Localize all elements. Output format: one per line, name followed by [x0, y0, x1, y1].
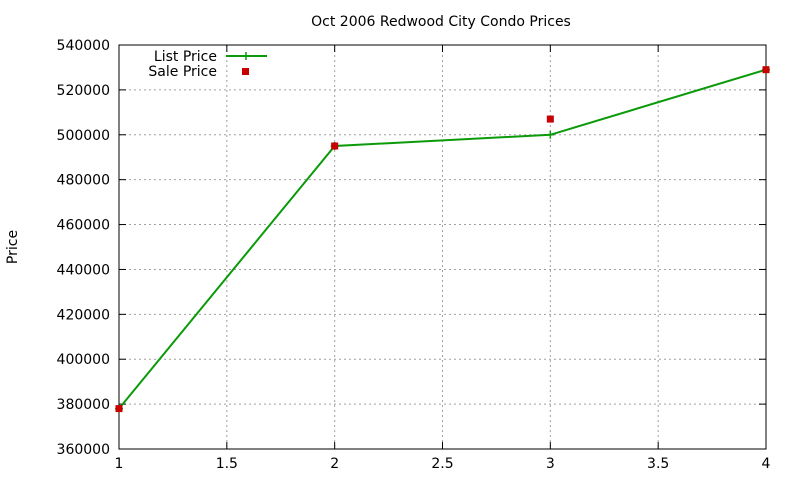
grid — [119, 45, 766, 449]
y-tick-label: 380000 — [57, 397, 110, 413]
x-tick-label: 3 — [546, 456, 555, 472]
y-tick-label: 500000 — [57, 128, 110, 144]
x-tick-label: 1 — [115, 456, 124, 472]
y-tick-label: 540000 — [57, 38, 110, 54]
y-tick-label: 440000 — [57, 262, 110, 278]
legend-marker-sale-price — [242, 68, 249, 75]
data-point-sale-price — [762, 66, 770, 74]
x-tick-label: 2 — [330, 456, 339, 472]
y-axis-label: Price — [5, 230, 21, 264]
legend: List Price Sale Price — [148, 49, 267, 80]
y-tick-label: 400000 — [57, 352, 110, 368]
x-tick-label: 4 — [762, 456, 771, 472]
y-tick-label: 460000 — [57, 218, 110, 234]
y-tick-label: 480000 — [57, 173, 110, 189]
y-tick-label: 360000 — [57, 442, 110, 458]
y-tick-label: 520000 — [57, 83, 110, 99]
x-tick-label: 3.5 — [647, 456, 669, 472]
series-line-list-price — [118, 68, 767, 410]
legend-marker-list-price — [242, 52, 250, 60]
data-point-sale-price — [331, 142, 339, 150]
axis-ticks: 360000 380000 400000 420000 440000 460000 4800… — [57, 38, 771, 472]
data-point-sale-price — [115, 405, 123, 413]
x-tick-label: 2.5 — [431, 456, 453, 472]
x-tick-label: 1.5 — [216, 456, 238, 472]
data-point-sale-price — [546, 115, 554, 123]
legend-label-sale-price: Sale Price — [148, 64, 217, 80]
chart-title: Oct 2006 Redwood City Condo Prices — [311, 14, 571, 30]
data-point-list-price — [546, 130, 555, 139]
legend-plus-marker — [242, 52, 250, 60]
y-tick-label: 420000 — [57, 307, 110, 323]
legend-label-list-price: List Price — [154, 49, 217, 65]
series-layer — [115, 65, 770, 413]
